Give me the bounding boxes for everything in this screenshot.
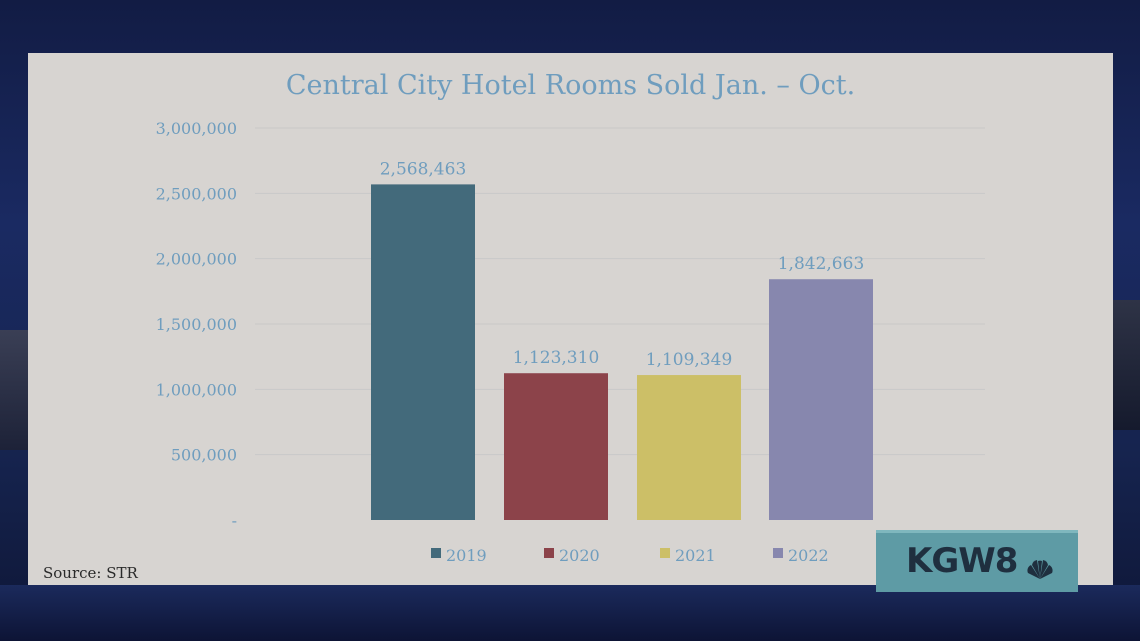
- bar: [637, 375, 741, 520]
- data-label: 1,109,349: [646, 350, 733, 370]
- legend-label: 2022: [788, 546, 829, 565]
- bar: [371, 184, 475, 520]
- y-tick-label: 2,000,000: [156, 250, 237, 269]
- nbc-peacock-icon: [1027, 560, 1053, 579]
- y-tick-label: 500,000: [171, 446, 237, 465]
- legend-swatch: [431, 548, 441, 558]
- y-tick-label: -: [232, 511, 237, 530]
- legend-label: 2020: [559, 546, 600, 565]
- legend-swatch: [544, 548, 554, 558]
- data-label: 2,568,463: [380, 159, 467, 179]
- legend-swatch: [773, 548, 783, 558]
- background-river: [0, 585, 1140, 641]
- y-tick-label: 1,500,000: [156, 315, 237, 334]
- background-bridge: [0, 330, 30, 450]
- legend-label: 2019: [446, 546, 487, 565]
- station-logo: KGW8: [876, 530, 1078, 592]
- bar: [769, 279, 873, 520]
- legend-label: 2021: [675, 546, 716, 565]
- chart-title: Central City Hotel Rooms Sold Jan. – Oct…: [285, 70, 856, 101]
- bar: [504, 373, 608, 520]
- data-label: 1,842,663: [778, 254, 865, 274]
- y-tick-label: 2,500,000: [156, 184, 237, 203]
- logo-text: KGW8: [906, 541, 1018, 581]
- source-note: Source: STR: [43, 564, 138, 582]
- y-tick-label: 3,000,000: [156, 119, 237, 138]
- legend-swatch: [660, 548, 670, 558]
- y-tick-label: 1,000,000: [156, 380, 237, 399]
- data-label: 1,123,310: [513, 348, 600, 368]
- background-building: [1112, 300, 1140, 430]
